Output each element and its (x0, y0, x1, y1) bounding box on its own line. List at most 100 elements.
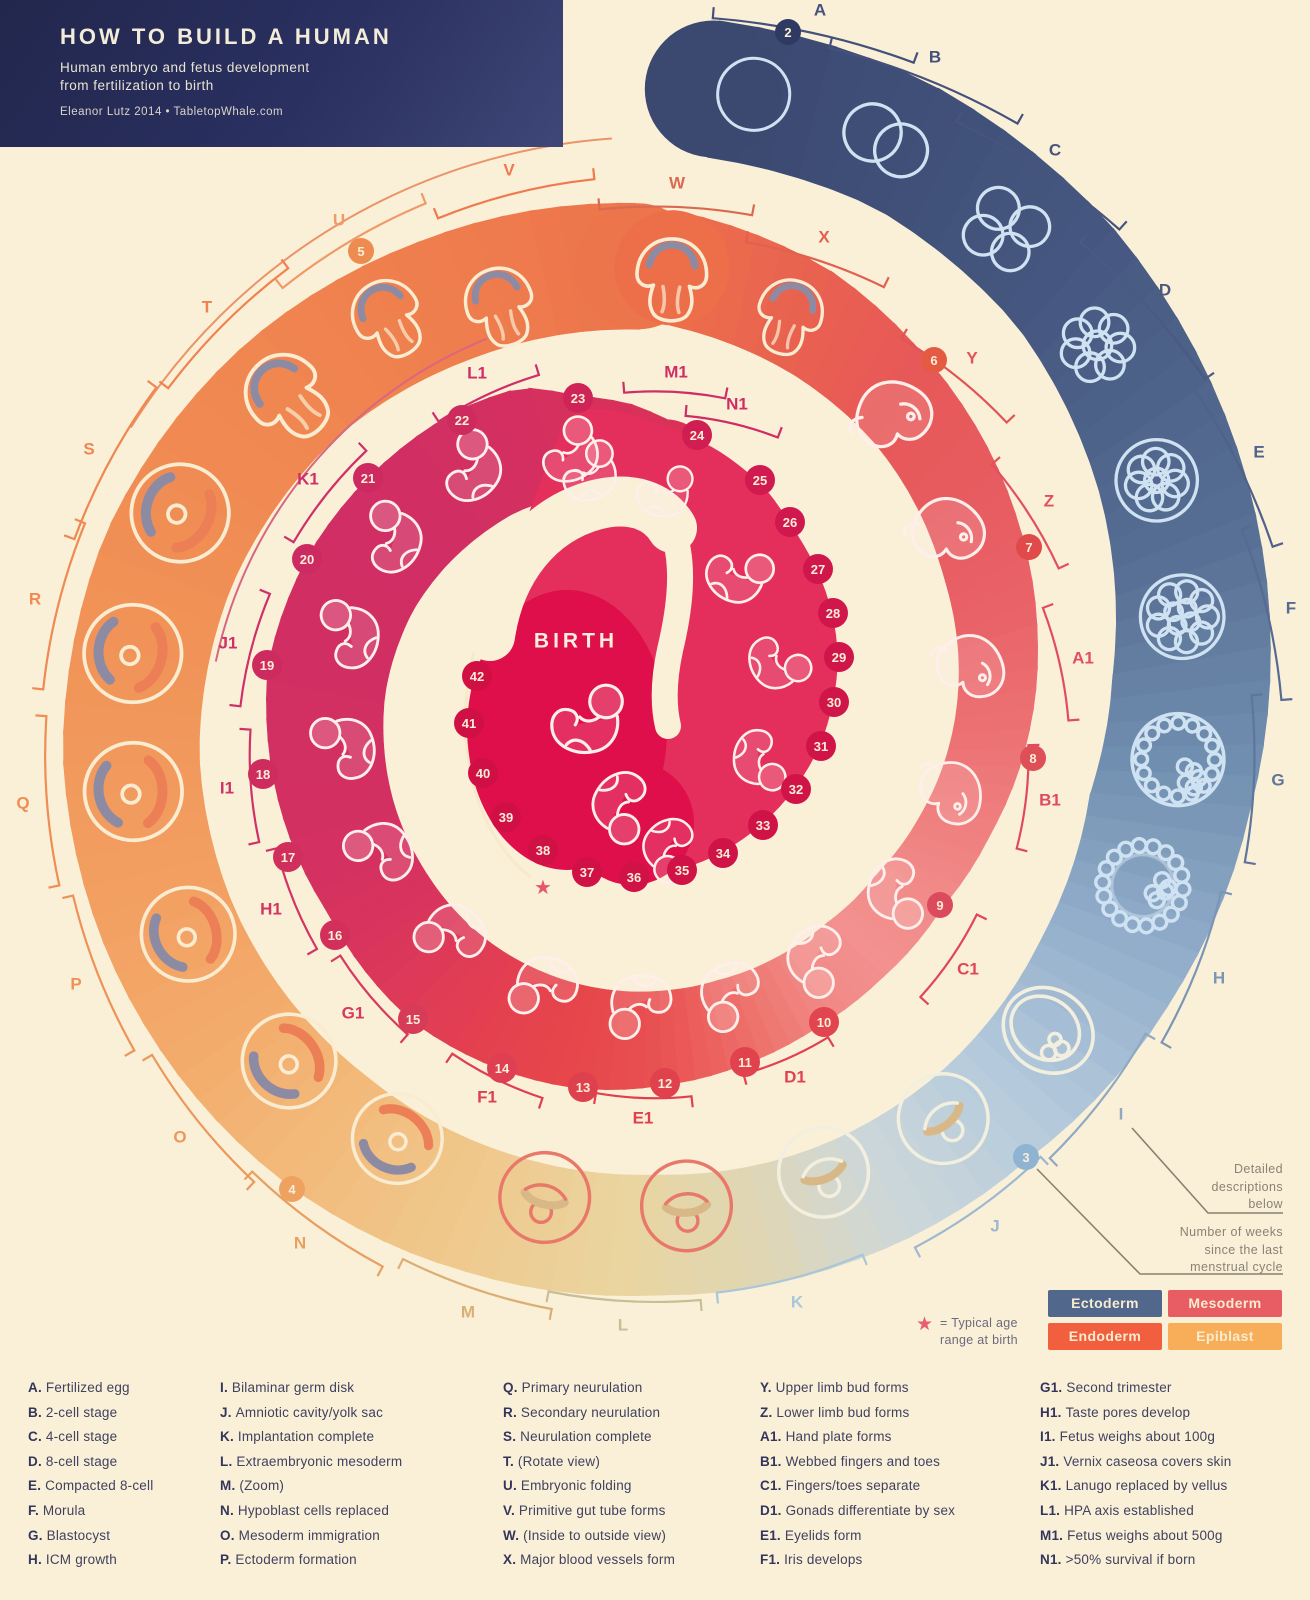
svg-text:25: 25 (753, 473, 767, 488)
stage-item-I: I. Bilaminar germ disk (220, 1380, 355, 1395)
stage-bracket-W (597, 198, 756, 217)
stage-letter-N: N (294, 1234, 306, 1253)
stage-column-2: I. Bilaminar germ disk J. Amniotic cavity/y… (220, 1376, 402, 1573)
stage-item-Z: Z. Lower limb bud forms (760, 1404, 910, 1420)
stage-bracket-N (243, 1170, 385, 1277)
stage-bracket-C (955, 111, 1128, 232)
stage-letter-B1: B1 (1039, 791, 1061, 810)
stage-item-X: X. Major blood vessels form (503, 1552, 676, 1568)
stage-item-P: P. Ectoderm formation (220, 1552, 357, 1568)
stage-bracket-G1 (330, 954, 410, 1044)
svg-text:10: 10 (817, 1015, 831, 1030)
stage-letter-B: B (929, 48, 941, 67)
stage-bracket-I (1048, 1032, 1156, 1167)
star-legend: ★ = Typical age range at birth (916, 1315, 1018, 1349)
stage-letter-R: R (29, 590, 41, 609)
stage-letter-T: T (202, 298, 213, 317)
stage-letter-J: J (990, 1217, 999, 1236)
svg-text:9: 9 (936, 898, 943, 913)
week-marker-16: 16 (320, 920, 350, 950)
stage-letter-G: G (1271, 771, 1284, 790)
stage-letter-U: U (333, 211, 345, 230)
week-marker-32: 32 (781, 774, 811, 804)
stage-brackets (32, 7, 1293, 1321)
svg-text:14: 14 (495, 1061, 510, 1076)
week-marker-36: 36 (619, 862, 649, 892)
stage-letter-I: I (1119, 1105, 1124, 1124)
stage-bracket-F (1240, 524, 1293, 702)
week-marker-13: 13 (568, 1072, 598, 1102)
stage-letter-H: H (1213, 969, 1225, 988)
stage-bracket-Y (899, 328, 1016, 425)
stage-item-J1: J1. Vernix caseosa covers skin (1040, 1453, 1232, 1469)
birth-range-star: ★ (534, 877, 552, 899)
svg-text:32: 32 (789, 782, 803, 797)
stage-item-U: U. Embryonic folding (503, 1478, 632, 1494)
stage-item-M1: M1. Fetus weighs about 500g (1040, 1527, 1223, 1543)
stage-item-H: H. ICM growth (28, 1552, 117, 1568)
stage-item-B1: B1. Webbed fingers and toes (760, 1453, 941, 1469)
legend-item-ectoderm: Ectoderm (1048, 1290, 1162, 1317)
stage-item-G1: G1. Second trimester (1040, 1380, 1172, 1395)
stage-letter-C: C (1049, 141, 1061, 160)
week-marker-23: 23 (563, 383, 593, 413)
stage-bracket-A (711, 7, 919, 65)
svg-text:11: 11 (738, 1055, 752, 1070)
germ-layer-legend: Ectoderm Mesoderm Endoderm Epiblast (1048, 1290, 1282, 1350)
svg-text:40: 40 (476, 766, 490, 781)
stage-bracket-V (432, 168, 596, 220)
stage-item-R: R. Secondary neurulation (503, 1404, 661, 1420)
week-marker-11: 11 (730, 1047, 760, 1077)
week-marker-18: 18 (248, 759, 278, 789)
stage-item-E: E. Compacted 8-cell (28, 1478, 154, 1494)
stage-item-N1: N1. >50% survival if born (1040, 1552, 1196, 1568)
svg-text:4: 4 (288, 1182, 296, 1197)
week-marker-17: 17 (273, 842, 303, 872)
annotation-lines (1036, 1127, 1283, 1275)
stage-letters: A B C D E F G H I J K L M N O P Q R S T U V W X Y Z A1 B1 C1 D1 E1 F1 G1… (16, 1, 1296, 1335)
stage-letter-I1: I1 (220, 779, 234, 798)
stage-bracket-R (32, 518, 87, 691)
stage-letter-A: A (814, 1, 826, 20)
week-marker-10: 10 (809, 1007, 839, 1037)
stage-bracket-K1 (283, 442, 368, 544)
author-credit: Eleanor Lutz 2014 • TabletopWhale.com (60, 106, 284, 118)
stage-item-N: N. Hypoblast cells replaced (220, 1502, 390, 1518)
stage-letter-V: V (503, 161, 515, 180)
stage-item-C1: C1. Fingers/toes separate (760, 1478, 921, 1494)
week-marker-4: 4 (279, 1176, 305, 1202)
stage-bracket-D (1078, 232, 1215, 381)
page-title: HOW TO BUILD A HUMAN (60, 24, 392, 49)
stage-bracket-B1 (1015, 743, 1040, 853)
stage-item-O: O. Mesoderm immigration (220, 1527, 380, 1543)
svg-text:6: 6 (930, 353, 937, 368)
svg-text:17: 17 (281, 850, 295, 865)
note-detailed-descriptions: Detailed descriptions below (1211, 1162, 1283, 1211)
stage-letter-J1: J1 (219, 634, 238, 653)
stage-item-L1: L1. HPA axis established (1040, 1502, 1194, 1518)
title-block: HOW TO BUILD A HUMAN Human embryo and fe… (0, 0, 563, 147)
stage-letter-W: W (669, 174, 686, 193)
svg-text:3: 3 (1022, 1150, 1029, 1165)
stage-item-L: L. Extraembryonic mesoderm (220, 1453, 403, 1469)
star-icon: ★ (916, 1314, 934, 1335)
stage-item-B: B. 2-cell stage (28, 1404, 118, 1420)
week-marker-15: 15 (398, 1004, 428, 1034)
stage-bracket-G (1243, 693, 1263, 866)
week-marker-42: 42 (462, 661, 492, 691)
stage-column-1: A. Fertilized egg B. 2-cell stage C. 4-cell s… (28, 1376, 153, 1573)
week-marker-41: 41 (454, 708, 484, 738)
svg-text:34: 34 (716, 846, 731, 861)
stage-bracket-H (1160, 890, 1233, 1049)
svg-text:21: 21 (361, 471, 375, 486)
stage-letter-O: O (173, 1128, 186, 1147)
week-marker-3: 3 (1013, 1144, 1039, 1170)
stage-letter-D: D (1159, 281, 1171, 300)
week-marker-35: 35 (667, 855, 697, 885)
legend-item-mesoderm: Mesoderm (1168, 1290, 1282, 1317)
stage-letter-Y: Y (966, 349, 978, 368)
week-marker-40: 40 (468, 758, 498, 788)
stage-bracket-L (545, 1290, 703, 1312)
